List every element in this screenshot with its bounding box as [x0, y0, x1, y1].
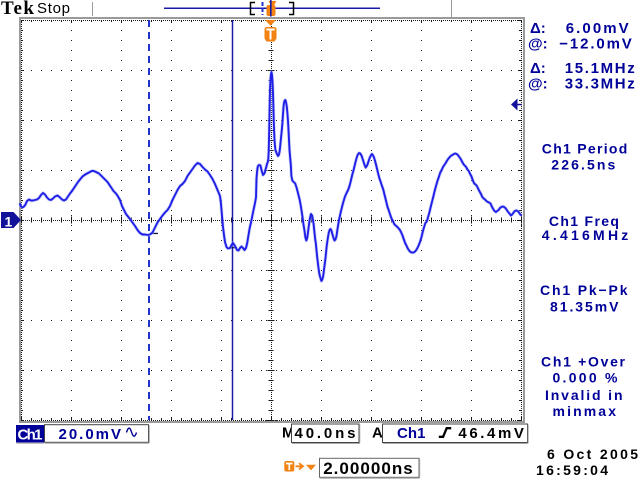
svg-text:Ch1: Ch1: [397, 425, 426, 442]
svg-text:33.3MHz: 33.3MHz: [565, 76, 635, 93]
svg-text:40.0ns: 40.0ns: [295, 425, 356, 442]
svg-text:Ch1 +Over: Ch1 +Over: [541, 354, 626, 370]
svg-text:0.000 %: 0.000 %: [553, 370, 619, 386]
svg-text:Δ:: Δ:: [530, 20, 546, 37]
svg-text:15.1MHz: 15.1MHz: [565, 60, 635, 77]
svg-text:@:: @:: [528, 36, 548, 53]
svg-text:81.35mV: 81.35mV: [550, 299, 619, 315]
svg-text:@:: @:: [528, 76, 548, 93]
svg-text:Tek: Tek: [1, 0, 34, 19]
svg-text:Stop: Stop: [37, 0, 70, 17]
svg-text:46.4mV: 46.4mV: [458, 425, 524, 442]
svg-text:−12.0mV: −12.0mV: [559, 36, 632, 53]
svg-text:Ch1: Ch1: [18, 427, 43, 444]
svg-text:Ch1 Pk−Pk: Ch1 Pk−Pk: [540, 282, 628, 298]
svg-text:A: A: [372, 425, 383, 442]
svg-text:minmax: minmax: [553, 403, 617, 419]
svg-text:Ch1 Freq: Ch1 Freq: [549, 213, 619, 229]
svg-text:Invalid in: Invalid in: [545, 387, 623, 403]
svg-text:2.00000ns: 2.00000ns: [323, 459, 413, 478]
svg-text:6.00mV: 6.00mV: [566, 20, 629, 37]
svg-text:1: 1: [5, 214, 13, 230]
svg-text:Ch1 Period: Ch1 Period: [542, 141, 628, 157]
svg-text:226.5ns: 226.5ns: [551, 156, 615, 172]
svg-text:4.416MHz: 4.416MHz: [542, 227, 629, 243]
svg-text:Δ:: Δ:: [530, 60, 546, 77]
svg-text:20.0mV: 20.0mV: [59, 426, 122, 443]
